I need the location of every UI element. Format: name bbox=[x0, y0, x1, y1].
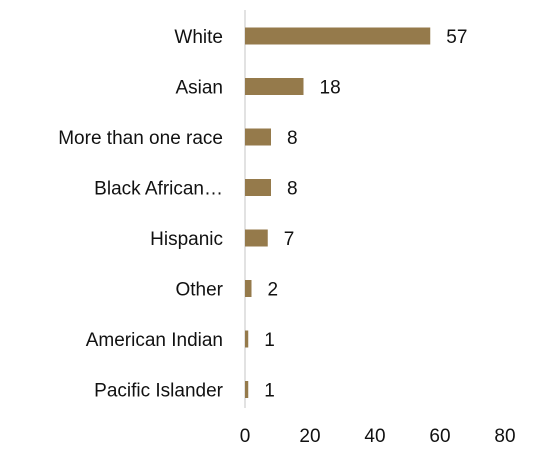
x-tick-labels-group: 0 20 40 60 80 bbox=[240, 426, 516, 447]
bar-1 bbox=[245, 78, 304, 95]
category-label-3: Black African… bbox=[94, 179, 223, 200]
bar-0 bbox=[245, 27, 431, 45]
bar-3 bbox=[245, 179, 271, 196]
value-labels-group: 57 18 8 8 7 2 1 1 bbox=[264, 27, 467, 402]
value-label-2: 8 bbox=[287, 128, 298, 149]
value-label-0: 57 bbox=[446, 27, 467, 48]
x-tick-label-0: 0 bbox=[240, 426, 251, 447]
value-label-5: 2 bbox=[268, 280, 279, 301]
x-tick-label-4: 80 bbox=[494, 426, 515, 447]
value-label-1: 18 bbox=[320, 78, 341, 99]
x-tick-label-3: 60 bbox=[429, 426, 450, 447]
bars-group bbox=[245, 27, 431, 398]
category-label-4: Hispanic bbox=[150, 229, 223, 250]
x-tick-label-2: 40 bbox=[364, 426, 385, 447]
value-label-4: 7 bbox=[284, 229, 295, 250]
bar-4 bbox=[245, 229, 268, 247]
bar-5 bbox=[245, 280, 252, 297]
category-labels-group: White Asian More than one race Black Africa… bbox=[58, 27, 223, 402]
category-label-1: Asian bbox=[175, 78, 223, 99]
bar-6 bbox=[245, 330, 249, 348]
value-label-6: 1 bbox=[264, 330, 275, 351]
category-label-0: White bbox=[174, 27, 223, 48]
category-label-2: More than one race bbox=[58, 128, 223, 149]
category-label-5: Other bbox=[175, 280, 223, 301]
value-label-3: 8 bbox=[287, 179, 298, 200]
category-label-6: American Indian bbox=[86, 330, 223, 351]
bar-2 bbox=[245, 128, 271, 146]
category-label-7: Pacific Islander bbox=[94, 381, 224, 402]
x-tick-label-1: 20 bbox=[299, 426, 320, 447]
bar-7 bbox=[245, 381, 249, 398]
value-label-7: 1 bbox=[264, 381, 275, 402]
